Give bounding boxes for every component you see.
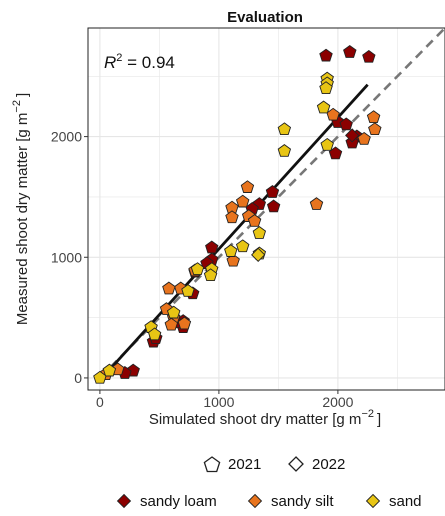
x-tick-label: 1000 bbox=[203, 394, 234, 410]
r2-annotation: R2 = 0.94 bbox=[104, 52, 175, 72]
x-axis-unit: [g m bbox=[332, 411, 361, 428]
legend-pentagon-icon bbox=[203, 456, 221, 473]
data-point-sand bbox=[166, 305, 181, 319]
data-point-sand bbox=[102, 363, 117, 377]
data-point-sandy-silt bbox=[240, 180, 255, 193]
data-point-sand bbox=[147, 327, 162, 341]
legend-swatch-sand bbox=[365, 493, 381, 509]
data-point-sandy-silt bbox=[309, 197, 324, 210]
data-point-sandy-loam bbox=[266, 199, 281, 213]
data-point-sandy-loam bbox=[319, 48, 333, 62]
data-point-sandy-silt bbox=[357, 131, 371, 145]
data-point-sand bbox=[224, 244, 238, 257]
y-axis-unit: [g m bbox=[14, 113, 31, 142]
legend-year-label: 2021 bbox=[228, 456, 261, 473]
y-axis-unit-close: ] bbox=[14, 93, 31, 97]
data-point-sand bbox=[252, 226, 267, 239]
data-point-sand bbox=[203, 268, 218, 282]
r2-value: = 0.94 bbox=[122, 53, 174, 72]
y-axis-label: Measured shoot dry matter [g m−2] bbox=[11, 93, 31, 325]
y-tick-label: 2000 bbox=[51, 129, 82, 145]
data-point-sand bbox=[277, 144, 292, 157]
x-tick-label: 2000 bbox=[322, 394, 353, 410]
r2-symbol: R bbox=[104, 53, 116, 72]
legend-diamond-icon bbox=[288, 456, 304, 472]
data-point-sandy-loam bbox=[265, 185, 280, 198]
x-axis-label: Simulated shoot dry matter [g m−2] bbox=[149, 408, 381, 428]
data-point-sandy-silt bbox=[164, 317, 179, 331]
y-axis-title: Measured shoot dry matter bbox=[14, 146, 31, 325]
data-point-sand bbox=[190, 262, 205, 276]
regression-line bbox=[98, 83, 369, 382]
data-point-sandy-silt bbox=[366, 110, 381, 124]
data-point-sand bbox=[181, 284, 195, 297]
x-tick-label: 0 bbox=[96, 394, 104, 410]
data-point-sand bbox=[320, 137, 334, 151]
data-point-sandy-loam bbox=[339, 117, 353, 131]
legend-swatch-sandy-silt bbox=[247, 493, 263, 509]
data-point-sand bbox=[235, 239, 250, 253]
data-point-sandy-loam bbox=[362, 49, 376, 63]
legend-year: 2021 2022 bbox=[203, 456, 345, 473]
x-axis-title: Simulated shoot dry matter bbox=[149, 411, 328, 428]
y-axis-ticks: 0 1000 2000 bbox=[51, 129, 88, 386]
plot-frame bbox=[87, 27, 445, 391]
data-point-sandy-silt bbox=[162, 281, 176, 295]
data-point-sandy-silt bbox=[226, 253, 240, 267]
legend-soil-label: sand bbox=[389, 493, 422, 510]
grid bbox=[88, 28, 445, 390]
legend-soil-label: sandy silt bbox=[271, 493, 334, 510]
data-points bbox=[93, 45, 382, 384]
data-point-sand bbox=[277, 122, 292, 136]
data-point-sandy-silt bbox=[368, 122, 382, 136]
data-point-sandy-loam bbox=[345, 128, 360, 143]
data-point-sandy-silt bbox=[235, 194, 250, 208]
data-point-sand bbox=[319, 81, 333, 95]
data-point-sand bbox=[251, 247, 266, 262]
y-tick-label: 1000 bbox=[51, 249, 82, 265]
legend-soil: sandy loam sandy silt sand bbox=[116, 493, 422, 510]
legend-year-label: 2022 bbox=[312, 456, 345, 473]
y-tick-label: 0 bbox=[74, 370, 82, 386]
data-point-sandy-silt bbox=[177, 316, 192, 330]
legend-soil-label: sandy loam bbox=[140, 493, 217, 510]
x-axis-unit-close: ] bbox=[377, 411, 381, 428]
y-axis-unit-exponent: −2 bbox=[11, 100, 23, 113]
chart-title: Evaluation bbox=[227, 9, 303, 26]
legend-swatch-sandy-loam bbox=[116, 493, 132, 509]
data-point-sandy-loam bbox=[343, 45, 357, 58]
x-axis-unit-exponent: −2 bbox=[361, 408, 374, 420]
x-axis-ticks: 0 1000 2000 bbox=[96, 390, 354, 410]
data-point-sandy-silt bbox=[247, 214, 262, 227]
r2-superscript: 2 bbox=[116, 52, 122, 64]
data-point-sand bbox=[316, 100, 331, 114]
data-point-sandy-silt bbox=[225, 210, 239, 224]
